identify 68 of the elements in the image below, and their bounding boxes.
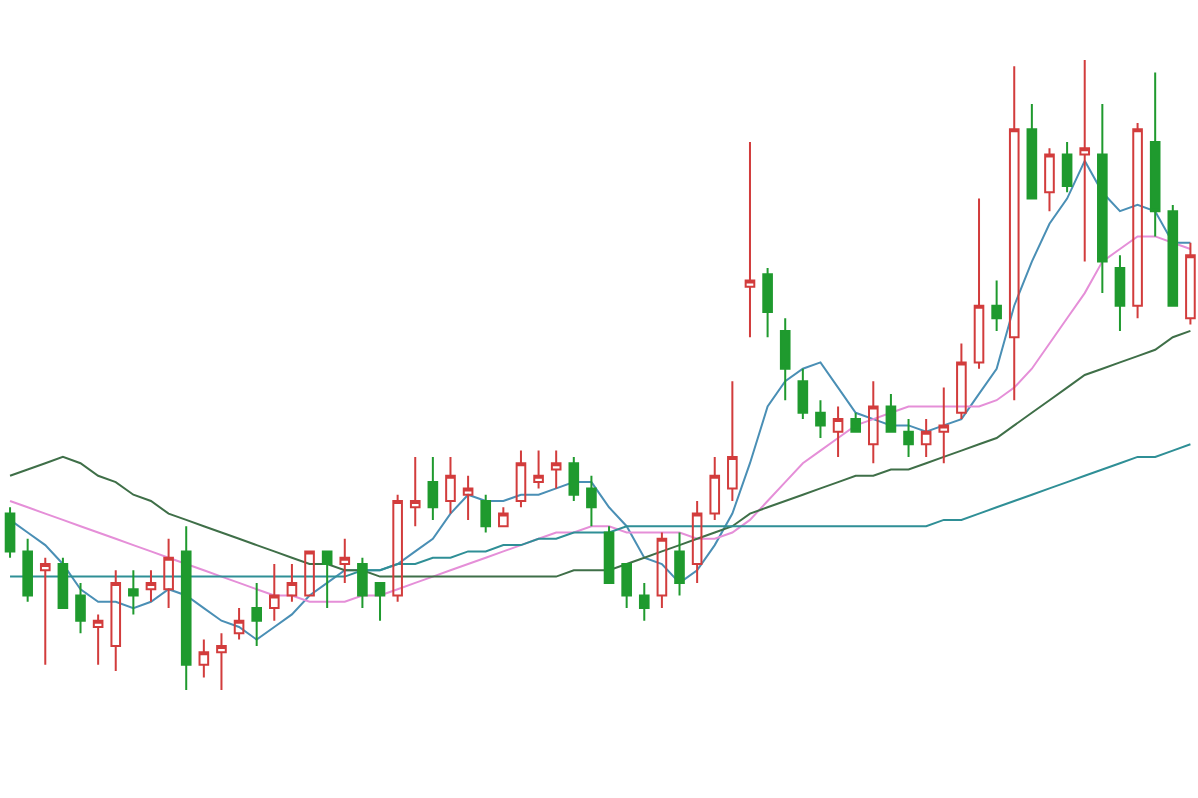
candlestick (1044, 147, 1055, 213)
candlestick (691, 500, 703, 584)
candlestick (956, 342, 967, 421)
candlestick (903, 418, 914, 458)
candlestick (850, 411, 861, 433)
candlestick (885, 392, 897, 433)
candlestick (39, 556, 51, 666)
candlestick (638, 581, 650, 622)
candlestick (357, 556, 368, 610)
candlestick (1132, 122, 1143, 320)
candlestick (1079, 60, 1091, 263)
candlestick (180, 525, 192, 690)
candlestick (427, 455, 439, 521)
candlestick (462, 474, 474, 521)
candlestick (233, 607, 245, 641)
candlestick (198, 638, 210, 679)
candlestick (1026, 103, 1038, 200)
candlestick (938, 386, 950, 465)
candlestick (656, 531, 668, 610)
candlestick (92, 613, 104, 666)
candlestick (991, 279, 1002, 332)
candlestick (480, 493, 492, 534)
candlestick (1149, 71, 1161, 238)
candlestick (586, 474, 597, 528)
candlestick (920, 418, 932, 458)
candlestick (4, 506, 16, 559)
candlestick (321, 550, 333, 610)
candlestick (1167, 203, 1179, 307)
candlestick (57, 556, 69, 610)
candlestick (779, 317, 791, 402)
candlestick (145, 569, 157, 603)
candlestick (409, 455, 421, 528)
candlestick (216, 632, 227, 690)
candlestick (374, 581, 386, 622)
candlestick (973, 197, 985, 370)
candlestick (603, 525, 615, 584)
candlestick (128, 569, 139, 616)
candlestick (550, 449, 562, 490)
candlestick (709, 455, 721, 521)
candlestick (269, 563, 280, 622)
candlestick (75, 581, 86, 635)
candlestick (392, 493, 403, 603)
candlestick (110, 569, 122, 673)
candlestick (533, 449, 544, 490)
candlestick (1061, 140, 1073, 194)
candlestick (568, 455, 580, 502)
candlestick (498, 506, 509, 528)
candlestick (22, 537, 33, 603)
candlestick (744, 140, 756, 339)
candlestick (163, 537, 174, 610)
candlestick (832, 405, 844, 458)
candlestick (1185, 241, 1196, 326)
candlestick (1097, 103, 1108, 295)
candlestick (868, 380, 879, 465)
candlestick (304, 550, 315, 597)
candlestick (286, 563, 298, 603)
candlestick (515, 449, 527, 509)
candlestick (1008, 65, 1020, 402)
candlestick (1114, 254, 1126, 332)
candlestick (762, 266, 773, 339)
candlestick (339, 537, 351, 584)
candlestick (815, 399, 826, 439)
candlestick (674, 531, 685, 597)
candlestick (621, 563, 632, 610)
candlestick (727, 380, 738, 502)
candlestick (445, 455, 456, 515)
candlestick (797, 367, 809, 421)
candlestick (251, 581, 262, 647)
